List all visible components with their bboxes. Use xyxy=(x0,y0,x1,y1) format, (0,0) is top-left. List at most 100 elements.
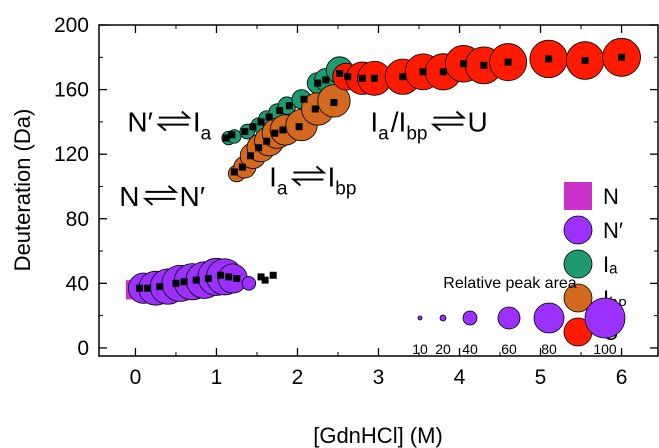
annotation-right: N′ xyxy=(179,181,204,212)
small-marker xyxy=(238,163,246,171)
y-tick-label: 80 xyxy=(66,208,89,231)
annotation-n-to-nprime: N N′ xyxy=(119,181,205,212)
size-legend: Relative peak area 10 20 40 60 80 100 xyxy=(412,275,626,357)
x-tick-label: 2 xyxy=(292,366,304,389)
small-marker xyxy=(314,79,322,87)
size-legend-label: 40 xyxy=(462,341,478,357)
small-marker xyxy=(480,61,488,69)
small-marker xyxy=(311,105,319,113)
small-marker xyxy=(279,126,287,134)
small-marker xyxy=(295,123,303,131)
y-axis-title: Deuteration (Da) xyxy=(10,109,35,272)
annotation-right: U xyxy=(467,107,487,138)
small-marker xyxy=(545,55,553,63)
small-marker xyxy=(246,152,254,160)
small-marker xyxy=(241,128,249,136)
small-marker xyxy=(222,134,230,142)
small-marker xyxy=(358,74,366,82)
size-legend-label: 100 xyxy=(593,341,617,357)
legend-label: Iₐ xyxy=(603,252,618,277)
small-marker xyxy=(460,60,468,68)
size-legend-circle xyxy=(439,314,447,322)
equilibrium-forward xyxy=(293,165,327,174)
size-legend-circle xyxy=(533,302,565,334)
small-marker xyxy=(261,276,269,284)
small-marker xyxy=(504,58,512,66)
equilibrium-backward xyxy=(156,123,189,132)
annotations: N N′ N′ Ia Ia Ibp Ia/Ibp U xyxy=(119,107,487,212)
equilibrium-forward xyxy=(145,185,179,193)
small-marker xyxy=(172,279,180,287)
data-points xyxy=(125,37,641,306)
small-marker xyxy=(225,273,233,281)
small-marker xyxy=(581,57,589,65)
annotation-ia-to-ibp: Ia Ibp xyxy=(269,161,356,199)
annotation-nprime-to-ia: N′ Ia xyxy=(127,107,211,145)
small-marker xyxy=(271,129,279,137)
equilibrium-backward xyxy=(290,178,324,187)
annotation-left: N xyxy=(119,181,139,212)
small-marker xyxy=(269,271,277,279)
annotation-left: Ia xyxy=(269,161,288,199)
size-legend-label: 20 xyxy=(435,341,451,357)
small-marker xyxy=(136,284,144,292)
small-marker xyxy=(330,99,338,107)
annotation-left: Ia xyxy=(370,107,389,145)
y-tick-label: 200 xyxy=(54,14,89,37)
data-point-series-1 xyxy=(241,276,257,291)
small-marker xyxy=(228,131,236,139)
small-marker xyxy=(263,137,271,145)
annotation-middle: /Ibp xyxy=(391,107,428,145)
annotation-left: N′ xyxy=(127,107,152,138)
small-marker xyxy=(285,102,293,110)
size-legend-circle xyxy=(497,306,521,330)
y-tick-label: 40 xyxy=(66,272,89,295)
small-marker xyxy=(230,168,238,176)
annotation-iaibp-to-u: Ia/Ibp U xyxy=(370,107,487,145)
small-marker xyxy=(618,53,626,61)
size-legend-title: Relative peak area xyxy=(443,275,577,292)
small-marker xyxy=(217,271,225,279)
x-tick-label: 5 xyxy=(535,366,547,389)
legend-marker-square xyxy=(564,182,592,210)
small-marker xyxy=(370,74,378,82)
size-legend-label: 10 xyxy=(412,341,428,357)
y-tick-label: 120 xyxy=(54,143,89,166)
annotation-right: Ibp xyxy=(327,161,356,199)
x-tick-label: 1 xyxy=(211,366,223,389)
small-marker xyxy=(300,95,308,103)
size-legend-circle xyxy=(417,315,423,321)
small-marker xyxy=(204,274,212,282)
small-marker xyxy=(255,144,263,152)
equilibrium-forward xyxy=(433,110,467,119)
size-legend-label: 80 xyxy=(541,341,557,357)
equilibrium-backward xyxy=(430,123,464,132)
legend-label: N′ xyxy=(603,218,623,243)
small-marker xyxy=(419,68,427,76)
small-marker xyxy=(336,69,344,77)
y-tick-label: 160 xyxy=(54,79,89,102)
x-tick-label: 3 xyxy=(373,366,385,389)
size-legend-circle xyxy=(462,310,478,326)
small-marker xyxy=(192,276,200,284)
x-axis-title: [GdnHCl] (M) xyxy=(313,423,443,448)
small-marker xyxy=(144,284,152,292)
size-legend-label: 60 xyxy=(501,341,517,357)
equilibrium-forward xyxy=(158,110,192,119)
small-marker xyxy=(344,73,352,81)
legend-marker-circle xyxy=(563,215,593,245)
small-marker xyxy=(276,107,284,115)
small-marker xyxy=(265,113,273,121)
x-tick-label: 0 xyxy=(130,366,142,389)
legend-marker-circle xyxy=(563,283,593,313)
small-marker xyxy=(233,274,241,282)
annotation-right: Ia xyxy=(193,107,212,145)
small-marker xyxy=(257,273,265,281)
equilibrium-backward xyxy=(142,197,176,206)
small-marker xyxy=(257,118,265,126)
small-marker xyxy=(399,73,407,81)
x-tick-label: 6 xyxy=(616,366,628,389)
legend-label: N xyxy=(603,184,619,209)
